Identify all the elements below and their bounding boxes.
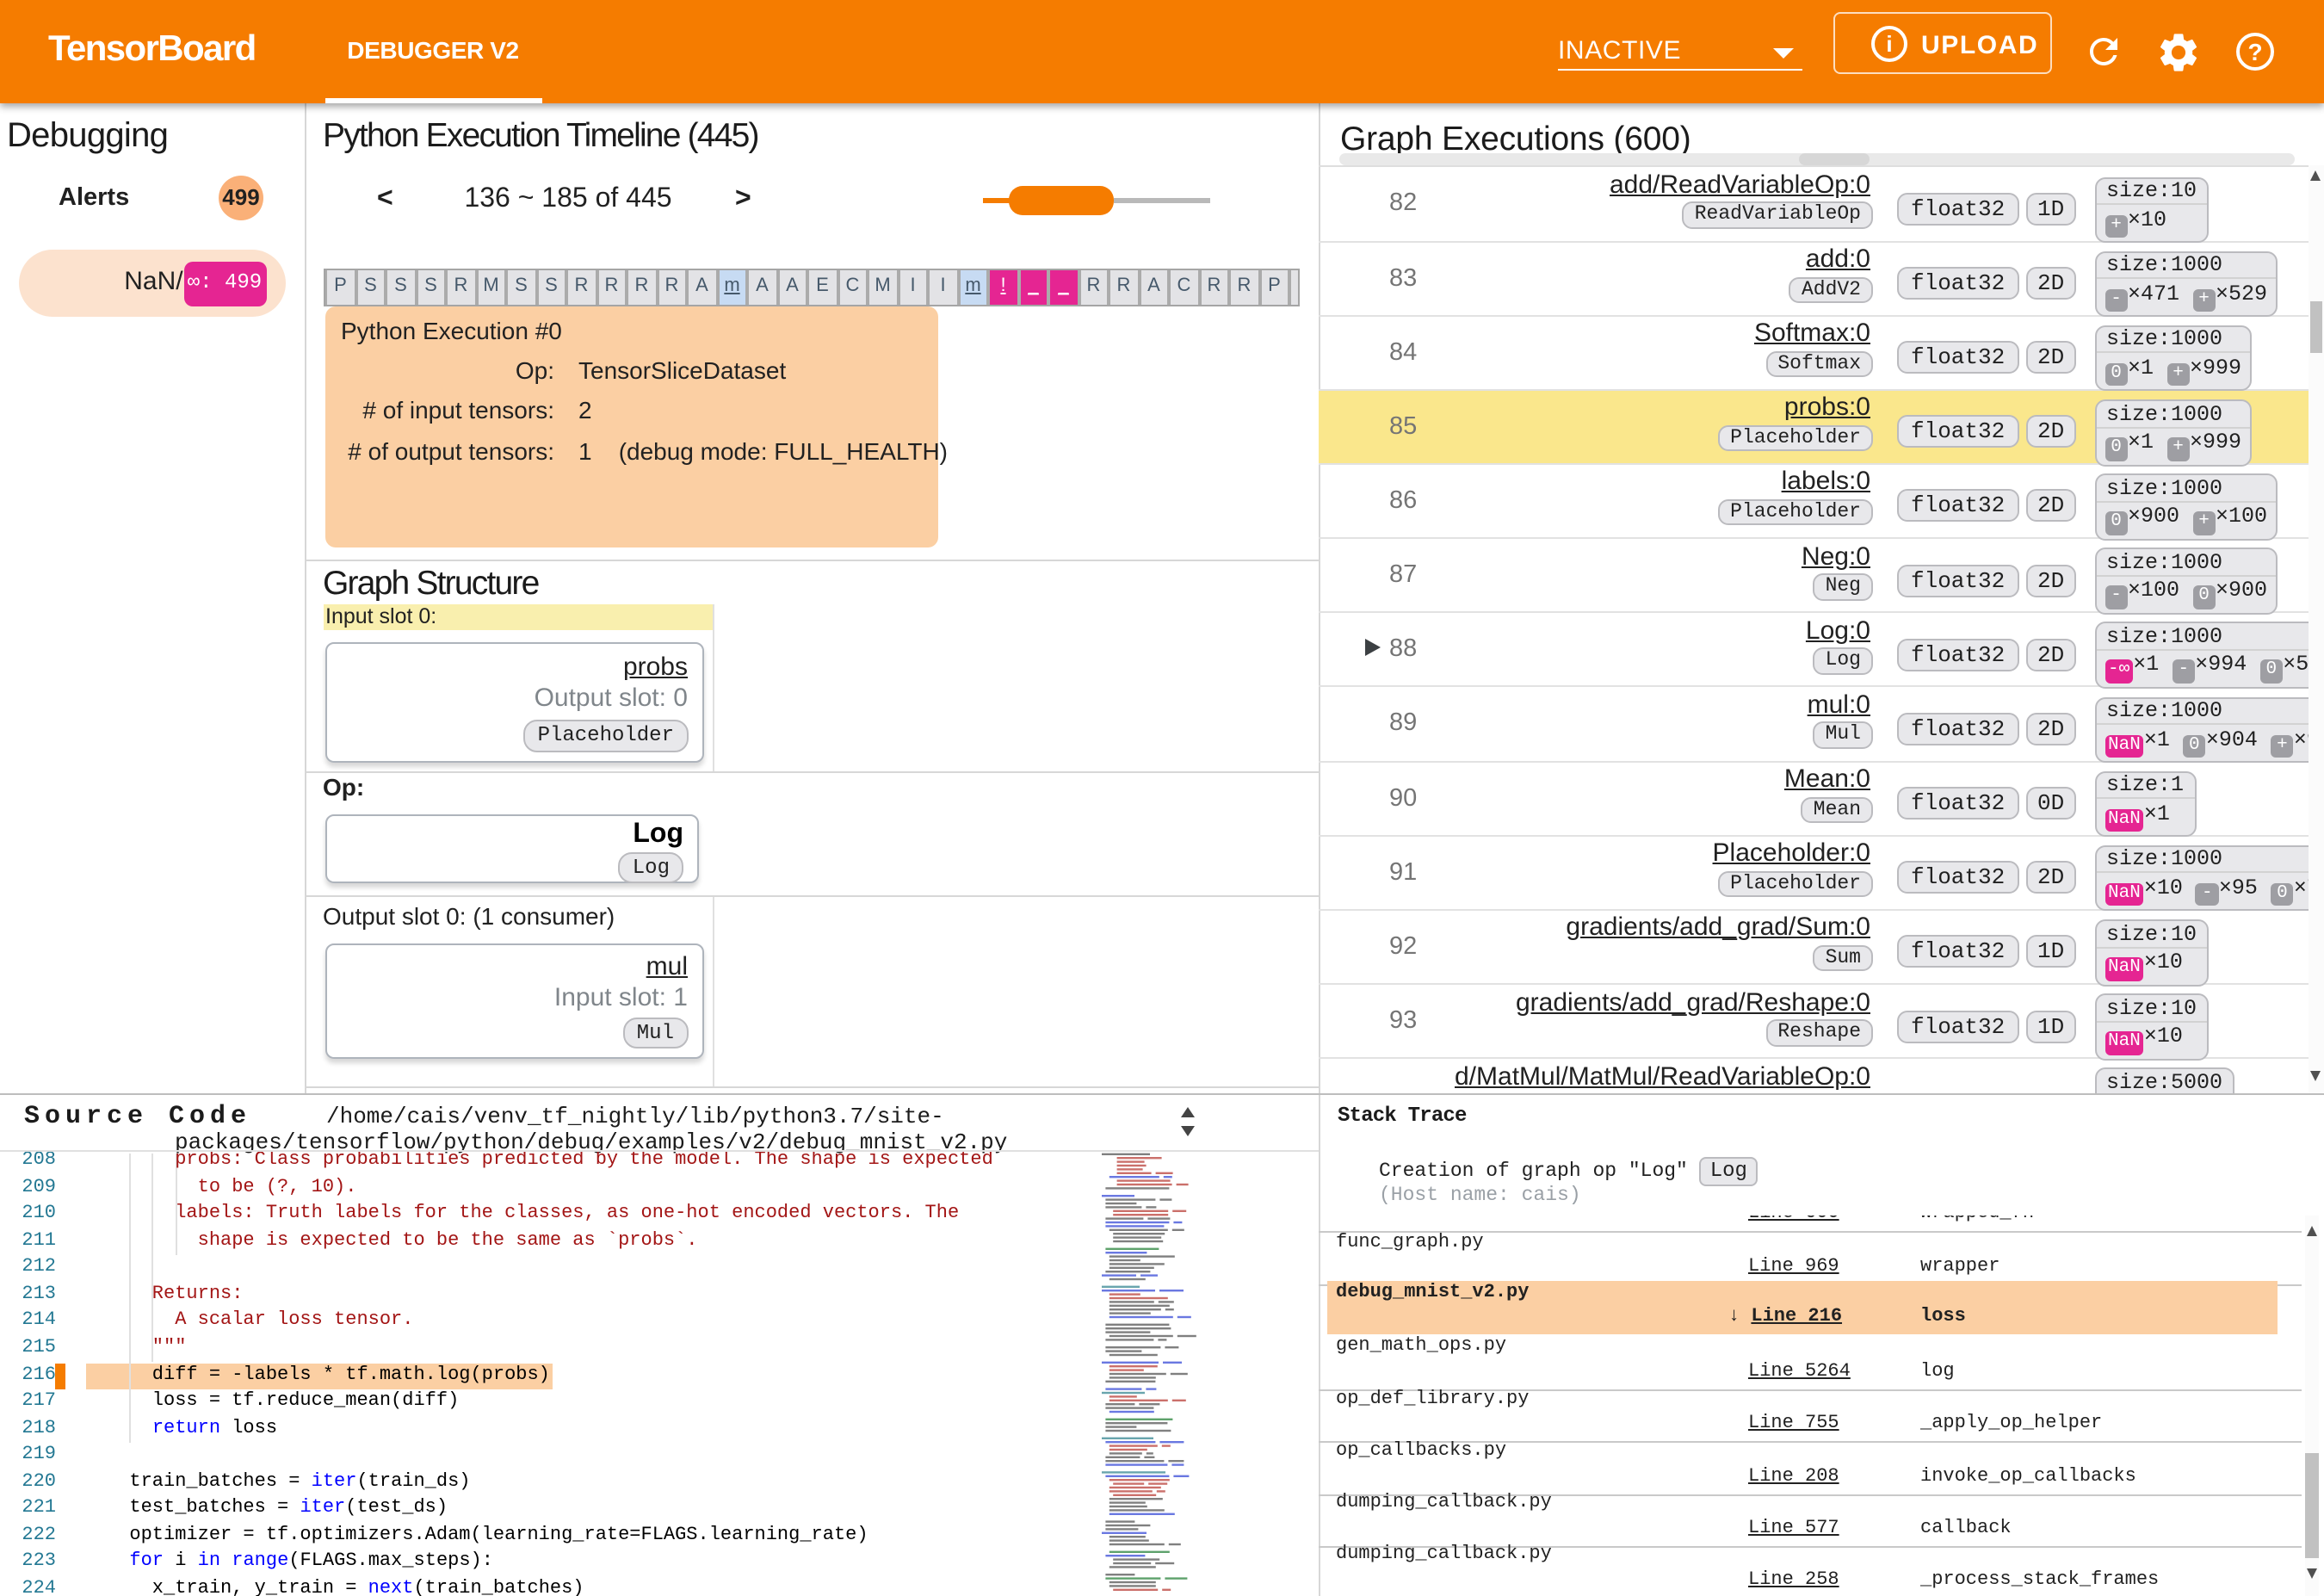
svg-text:?: ? [2247, 39, 2262, 65]
